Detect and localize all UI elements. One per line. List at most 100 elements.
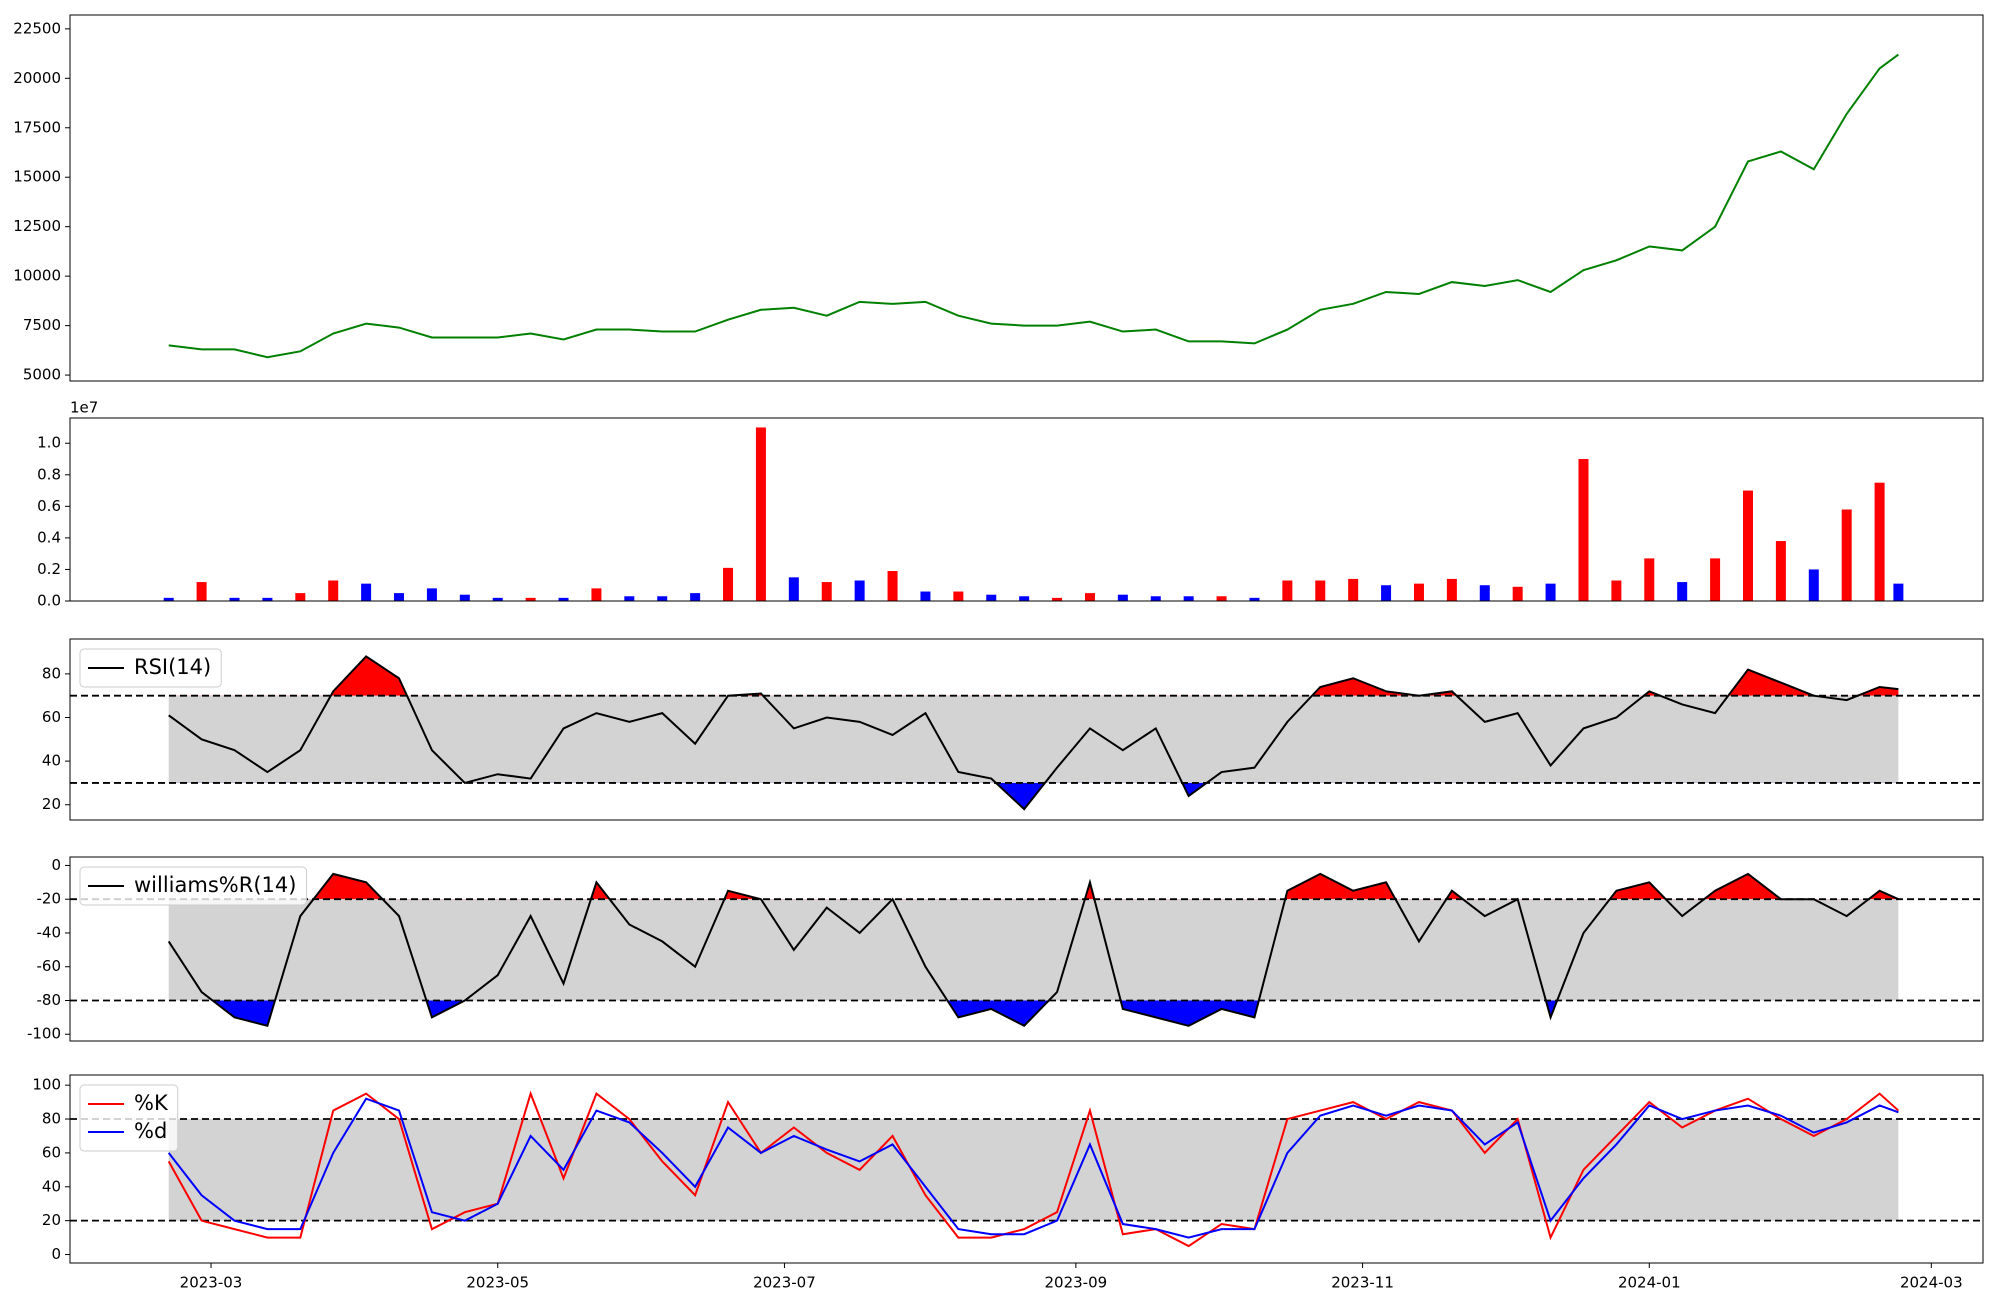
- y-tick-label: 80: [42, 664, 61, 682]
- volume-bar: [1183, 596, 1194, 601]
- volume-bar: [1216, 596, 1227, 601]
- volume-bar: [1893, 583, 1904, 601]
- volume-bar: [1512, 586, 1523, 601]
- legend: %K %d: [79, 1084, 179, 1152]
- y-tick-label: 15000: [13, 168, 61, 186]
- volume-bar: [1348, 578, 1359, 601]
- volume-bar: [1413, 583, 1424, 601]
- volume-bar: [953, 591, 964, 601]
- volume-bar: [591, 588, 602, 601]
- volume-bar: [1084, 593, 1095, 601]
- legend-box: [79, 1084, 179, 1152]
- volume-bar: [525, 597, 536, 601]
- volume-bar: [1742, 490, 1753, 601]
- volume-bar: [1841, 509, 1852, 601]
- volume-bar: [755, 427, 766, 601]
- volume-bar: [1479, 585, 1490, 601]
- y-tick-label: 20: [42, 1211, 61, 1229]
- volume-bar: [426, 588, 437, 601]
- y-tick-label: 0.6: [37, 497, 61, 515]
- y-tick-label: -100: [27, 1025, 61, 1043]
- volume-bar: [1677, 582, 1688, 601]
- panel: 20 40 60 80 RSI(14): [42, 638, 1984, 821]
- volume-bar: [459, 594, 470, 601]
- volume-bar: [1545, 583, 1556, 601]
- y-tick-label: -40: [37, 923, 62, 941]
- y-tick-label: -20: [37, 890, 62, 908]
- y-tick-label: 0.0: [37, 592, 61, 610]
- volume-bar: [1710, 558, 1721, 601]
- axes-frame: [69, 14, 1984, 382]
- volume-bar: [229, 597, 240, 601]
- x-tick-label: 2023-03: [180, 1274, 243, 1292]
- volume-bar: [1808, 569, 1819, 601]
- volume-bar: [1019, 596, 1030, 601]
- legend: RSI(14): [79, 648, 222, 688]
- volume-bar: [1150, 596, 1161, 601]
- data-line: [167, 872, 1899, 1028]
- x-tick-label: 2023-09: [1045, 1274, 1108, 1292]
- x-tick-label: 2023-07: [753, 1274, 816, 1292]
- panel: -100 -80 -60 -40 -20 0 williams%R(14): [27, 856, 1984, 1043]
- legend-label: %K: [134, 1091, 169, 1115]
- volume-bar: [1381, 585, 1392, 601]
- volume-bar: [657, 596, 668, 601]
- data-line: [167, 1090, 1900, 1248]
- volume-bar: [328, 580, 339, 601]
- volume-bar: [986, 594, 997, 601]
- y-tick-label: 10000: [13, 267, 61, 285]
- y-tick-label: 40: [42, 752, 61, 770]
- volume-bar: [163, 597, 174, 601]
- y-tick-label: 60: [42, 708, 61, 726]
- volume-bar: [723, 567, 734, 601]
- volume-bar: [262, 597, 273, 601]
- volume-bar: [1052, 597, 1063, 601]
- x-tick-label: 2024-03: [1900, 1274, 1963, 1292]
- x-tick-label: 2023-11: [1331, 1274, 1394, 1292]
- legend-box: [79, 648, 222, 688]
- y-tick-label: 80: [42, 1110, 61, 1128]
- legend-label: RSI(14): [134, 655, 211, 679]
- volume-bar: [788, 577, 799, 601]
- y-tick-label: 12500: [13, 217, 61, 235]
- panel: 0.0 0.2 0.4 0.6 0.8 1.0 1e7: [37, 399, 1984, 610]
- volume-bar: [1578, 459, 1589, 601]
- volume-bar: [196, 582, 207, 601]
- legend-box: [79, 866, 307, 906]
- y-tick-label: 20: [42, 795, 61, 813]
- axes-frame: [69, 638, 1984, 821]
- axis-offset-label: 1e7: [70, 399, 98, 417]
- overbought-fill: [313, 873, 1899, 900]
- y-tick-label: 100: [32, 1076, 61, 1094]
- volume-bar: [558, 597, 569, 601]
- y-tick-label: 5000: [23, 366, 61, 384]
- data-line: [168, 53, 1899, 359]
- volume-bar: [295, 593, 306, 601]
- panel: 0 20 40 60 80 100 2023-03 2023-05 2023-07 2023-09…: [32, 1074, 1984, 1292]
- volume-bar: [1874, 482, 1885, 601]
- volume-bar: [1117, 594, 1128, 601]
- y-tick-label: 0.4: [37, 528, 61, 546]
- y-tick-label: 0.8: [37, 465, 61, 483]
- y-tick-label: 20000: [13, 69, 61, 87]
- y-tick-label: 7500: [23, 316, 61, 334]
- volume-bar: [887, 571, 898, 601]
- legend: williams%R(14): [79, 866, 307, 906]
- volume-bar: [361, 583, 372, 601]
- volume-bar: [1611, 580, 1622, 601]
- data-line: [167, 1097, 1899, 1239]
- band-fill: [168, 899, 1899, 1001]
- axes-frame: [69, 856, 1984, 1042]
- volume-bar: [1249, 597, 1260, 601]
- volume-bar: [1282, 580, 1293, 601]
- y-tick-label: 22500: [13, 19, 61, 37]
- y-tick-label: 17500: [13, 118, 61, 136]
- legend-label: williams%R(14): [134, 873, 296, 897]
- band-fill: [168, 695, 1899, 783]
- y-tick-label: 40: [42, 1177, 61, 1195]
- y-tick-label: 0.2: [37, 560, 61, 578]
- volume-bar: [821, 582, 832, 601]
- legend-label: %d: [134, 1119, 167, 1143]
- y-tick-label: -60: [37, 957, 62, 975]
